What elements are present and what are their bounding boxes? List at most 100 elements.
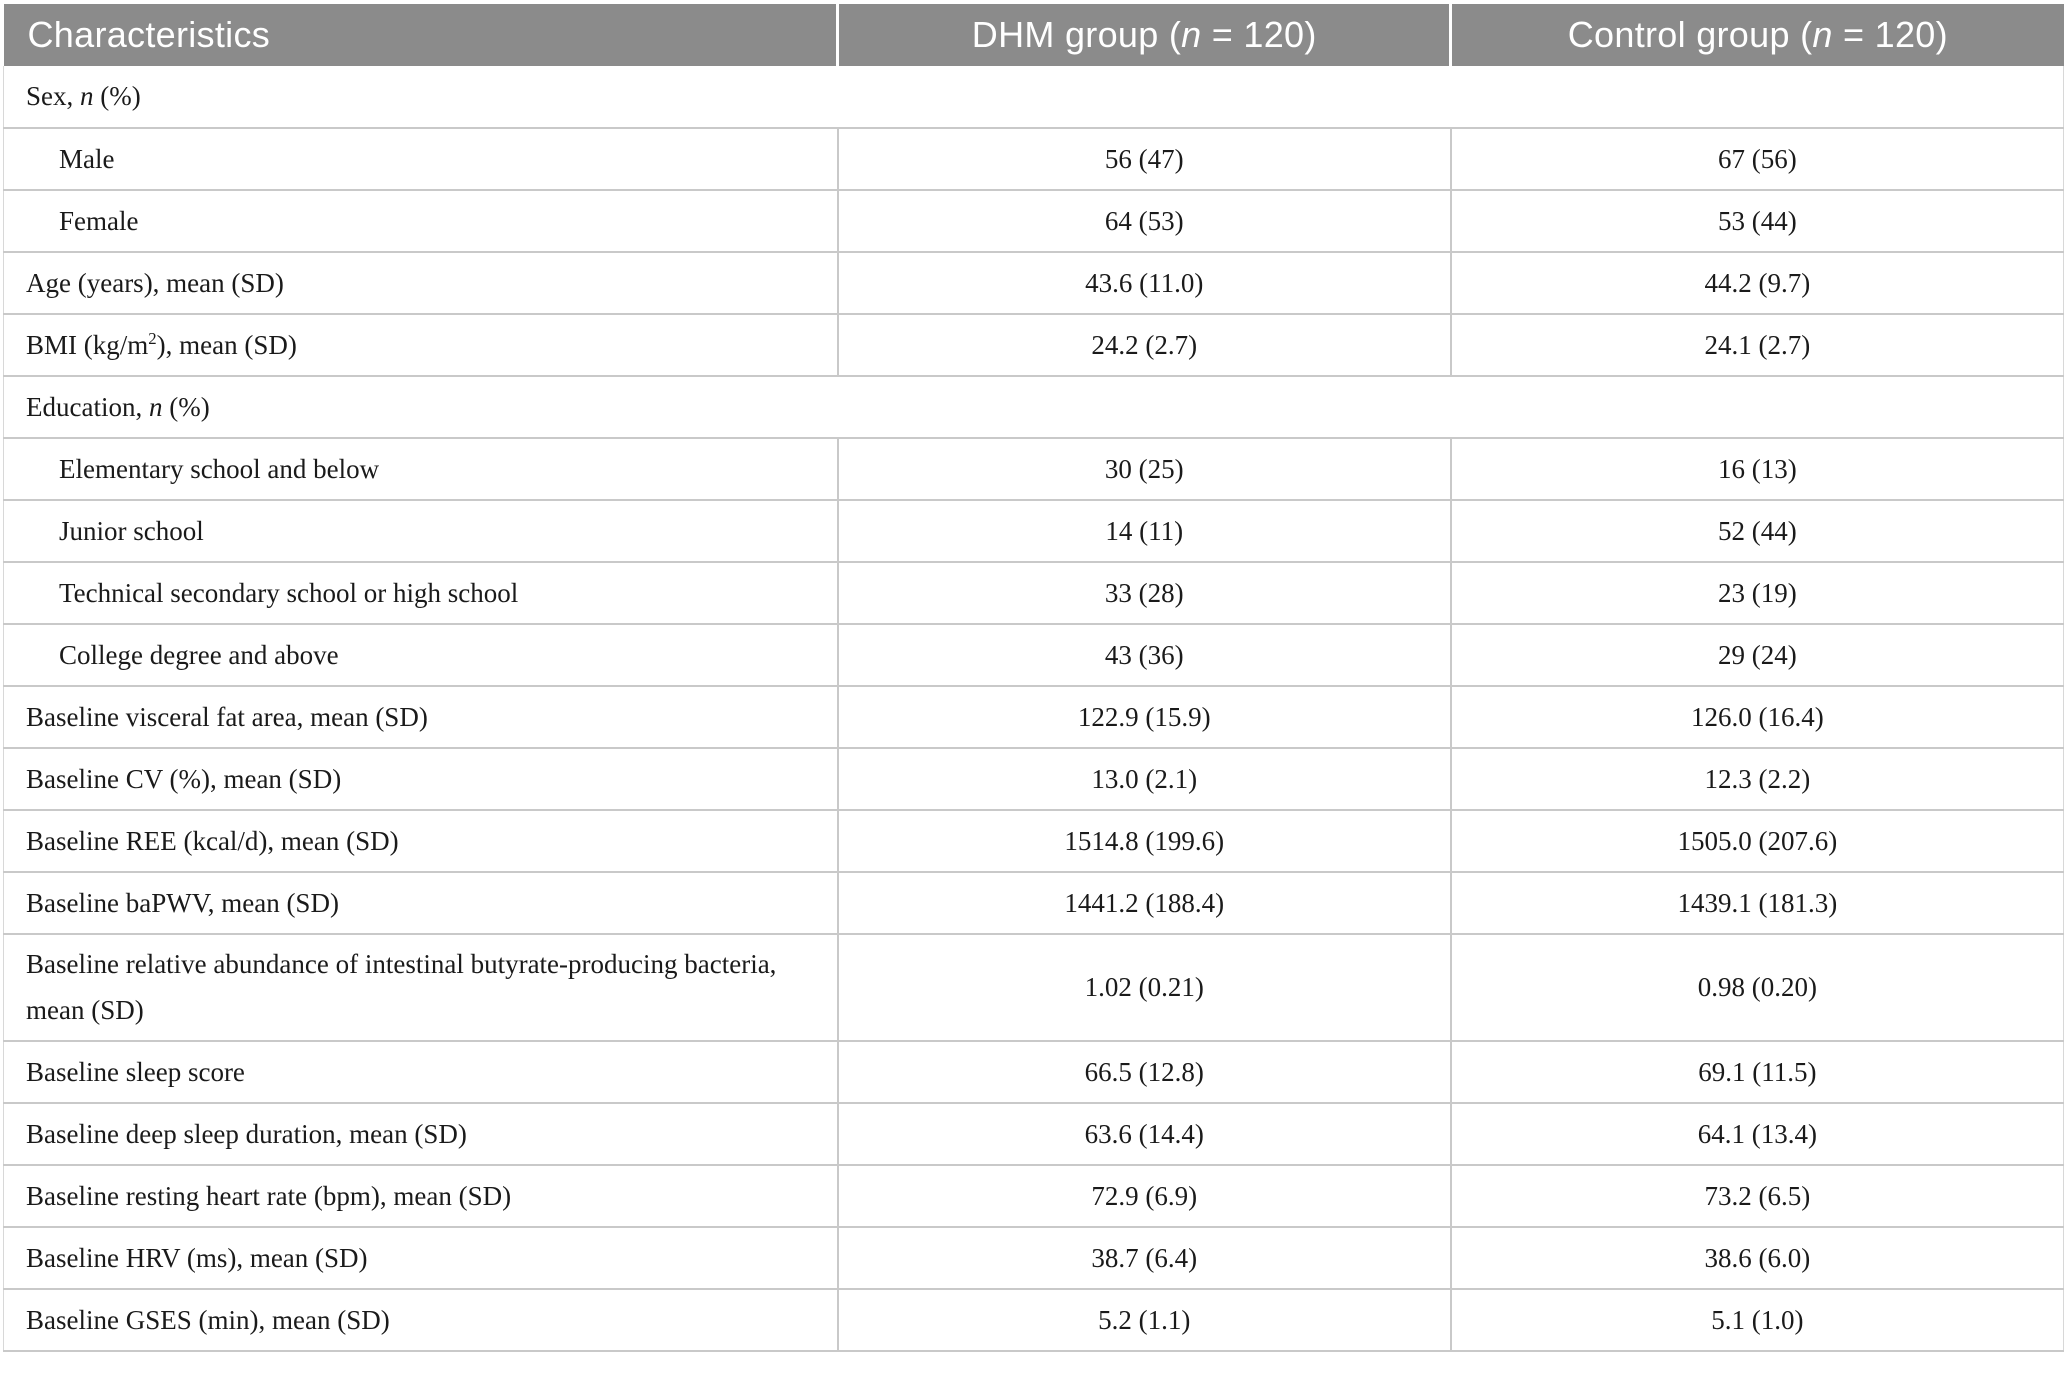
dhm-group-value: 1514.8 (199.6): [836, 810, 1451, 873]
text-part: Baseline sleep score: [26, 1056, 245, 1087]
control-group-value: 53 (44): [1449, 190, 2064, 253]
row-label: Baseline sleep score: [2, 1040, 838, 1104]
dhm-group-value: 5.2 (1.1): [836, 1288, 1451, 1352]
text-part: Baseline baPWV, mean (SD): [26, 887, 339, 918]
dhm-group-value: 30 (25): [836, 438, 1451, 501]
control-group-value: 12.3 (2.2): [1449, 748, 2064, 811]
text-part: Baseline resting heart rate (bpm), mean …: [26, 1180, 512, 1211]
text-part: Elementary school and below: [59, 453, 380, 484]
control-group-value: 38.6 (6.0): [1449, 1226, 2064, 1290]
dhm-group-value: 122.9 (15.9): [836, 686, 1451, 749]
text-part: Baseline GSES (min), mean (SD): [26, 1304, 390, 1335]
section-label: Education, n (%): [3, 376, 2064, 439]
text-part: Sex,: [26, 81, 80, 112]
table-header: Characteristics DHM group (n = 120) Contro…: [3, 4, 2064, 66]
text-part: n: [1812, 14, 1833, 55]
text-part: Technical secondary school or high schoo…: [59, 577, 519, 608]
table-row: Baseline HRV (ms), mean (SD) 38.7 (6.4) 38…: [2, 1226, 2064, 1290]
table-row: College degree and above 43 (36) 29 (24): [2, 624, 2064, 687]
row-label: Baseline visceral fat area, mean (SD): [2, 686, 838, 749]
table-body: Sex, n (%) Male 56 (47) 67 (56) Female 64 (53…: [2, 66, 2064, 1352]
table-row: Elementary school and below 30 (25) 16 (13…: [2, 438, 2064, 501]
table-row: Baseline REE (kcal/d), mean (SD) 1514.8 (…: [2, 810, 2064, 873]
control-group-value: 24.1 (2.7): [1449, 314, 2064, 377]
section-label: Sex, n (%): [3, 66, 2064, 129]
table-row: Baseline resting heart rate (bpm), mean …: [2, 1164, 2064, 1228]
text-part: Baseline CV (%), mean (SD): [26, 763, 342, 794]
row-label: BMI (kg/m2), mean (SD): [2, 314, 838, 377]
control-group-value: 16 (13): [1449, 438, 2064, 501]
dhm-group-value: 66.5 (12.8): [836, 1040, 1451, 1104]
text-part: ), mean (SD): [156, 329, 297, 360]
table-row: BMI (kg/m2), mean (SD) 24.2 (2.7) 24.1 (2.…: [2, 314, 2064, 377]
text-part: n: [80, 81, 94, 112]
row-label: Baseline deep sleep duration, mean (SD): [2, 1102, 838, 1166]
dhm-group-value: 43.6 (11.0): [836, 252, 1451, 315]
row-label: College degree and above: [2, 624, 838, 687]
table-row: Female 64 (53) 53 (44): [2, 190, 2064, 253]
characteristics-table: Characteristics DHM group (n = 120) Contro…: [2, 4, 2064, 1352]
control-group-value: 1505.0 (207.6): [1449, 810, 2064, 873]
control-group-value: 29 (24): [1449, 624, 2064, 687]
table-row: Baseline baPWV, mean (SD) 1441.2 (188.4) 1…: [2, 872, 2064, 935]
control-group-value: 64.1 (13.4): [1449, 1102, 2064, 1166]
dhm-group-value: 38.7 (6.4): [836, 1226, 1451, 1290]
row-label: Elementary school and below: [2, 438, 838, 501]
dhm-group-value: 1441.2 (188.4): [836, 872, 1451, 935]
dhm-group-value: 14 (11): [836, 500, 1451, 563]
text-part: Control group (: [1567, 14, 1813, 55]
header-cell-dhm-group: DHM group (n = 120): [837, 4, 1453, 66]
control-group-value: 1439.1 (181.3): [1449, 872, 2064, 935]
control-group-value: 0.98 (0.20): [1449, 934, 2064, 1042]
control-group-value: 73.2 (6.5): [1449, 1164, 2064, 1228]
table-row: Junior school 14 (11) 52 (44): [2, 500, 2064, 563]
text-part: Characteristics: [27, 14, 271, 55]
row-label: Baseline relative abundance of intestina…: [2, 934, 838, 1042]
text-part: Education,: [26, 391, 149, 422]
section-row: Education, n (%): [3, 376, 2064, 439]
table-row: Baseline relative abundance of intestina…: [2, 934, 2064, 1042]
dhm-group-value: 72.9 (6.9): [836, 1164, 1451, 1228]
dhm-group-value: 13.0 (2.1): [836, 748, 1451, 811]
control-group-value: 67 (56): [1449, 128, 2064, 191]
text-part: Age (years), mean (SD): [26, 267, 284, 298]
row-label: Male: [2, 128, 838, 191]
text-part: DHM group (: [971, 14, 1182, 55]
dhm-group-value: 64 (53): [836, 190, 1451, 253]
row-label: Technical secondary school or high schoo…: [2, 562, 838, 625]
table-row: Baseline sleep score 66.5 (12.8) 69.1 (11.…: [2, 1040, 2064, 1104]
text-part: Baseline HRV (ms), mean (SD): [26, 1242, 368, 1273]
row-label: Baseline GSES (min), mean (SD): [2, 1288, 838, 1352]
text-part: = 120): [1832, 14, 1948, 55]
table-row: Age (years), mean (SD) 43.6 (11.0) 44.2 (9…: [2, 252, 2064, 315]
dhm-group-value: 56 (47): [836, 128, 1451, 191]
text-part: n: [1181, 14, 1202, 55]
dhm-group-value: 63.6 (14.4): [836, 1102, 1451, 1166]
row-label: Junior school: [2, 500, 838, 563]
text-part: (%): [93, 81, 141, 112]
text-part: Baseline deep sleep duration, mean (SD): [26, 1118, 467, 1149]
control-group-value: 44.2 (9.7): [1449, 252, 2064, 315]
text-part: College degree and above: [59, 639, 339, 670]
dhm-group-value: 24.2 (2.7): [836, 314, 1451, 377]
control-group-value: 69.1 (11.5): [1449, 1040, 2064, 1104]
row-label: Baseline HRV (ms), mean (SD): [2, 1226, 838, 1290]
text-part: Female: [59, 205, 139, 236]
header-cell-control-group: Control group (n = 120): [1450, 4, 2064, 66]
row-label: Female: [2, 190, 838, 253]
text-part: Baseline REE (kcal/d), mean (SD): [26, 825, 399, 856]
dhm-group-value: 43 (36): [836, 624, 1451, 687]
dhm-group-value: 33 (28): [836, 562, 1451, 625]
table-row: Male 56 (47) 67 (56): [2, 128, 2064, 191]
control-group-value: 126.0 (16.4): [1449, 686, 2064, 749]
table-row: Baseline deep sleep duration, mean (SD) 6…: [2, 1102, 2064, 1166]
table-row: Baseline visceral fat area, mean (SD) 122…: [2, 686, 2064, 749]
text-part: Junior school: [59, 515, 204, 546]
text-part: (%): [162, 391, 210, 422]
control-group-value: 52 (44): [1449, 500, 2064, 563]
text-part: n: [148, 391, 163, 422]
text-part: Male: [59, 143, 115, 174]
row-label: Age (years), mean (SD): [2, 252, 838, 315]
header-row: Characteristics DHM group (n = 120) Contro…: [3, 4, 2064, 66]
header-cell-characteristics: Characteristics: [3, 4, 840, 66]
